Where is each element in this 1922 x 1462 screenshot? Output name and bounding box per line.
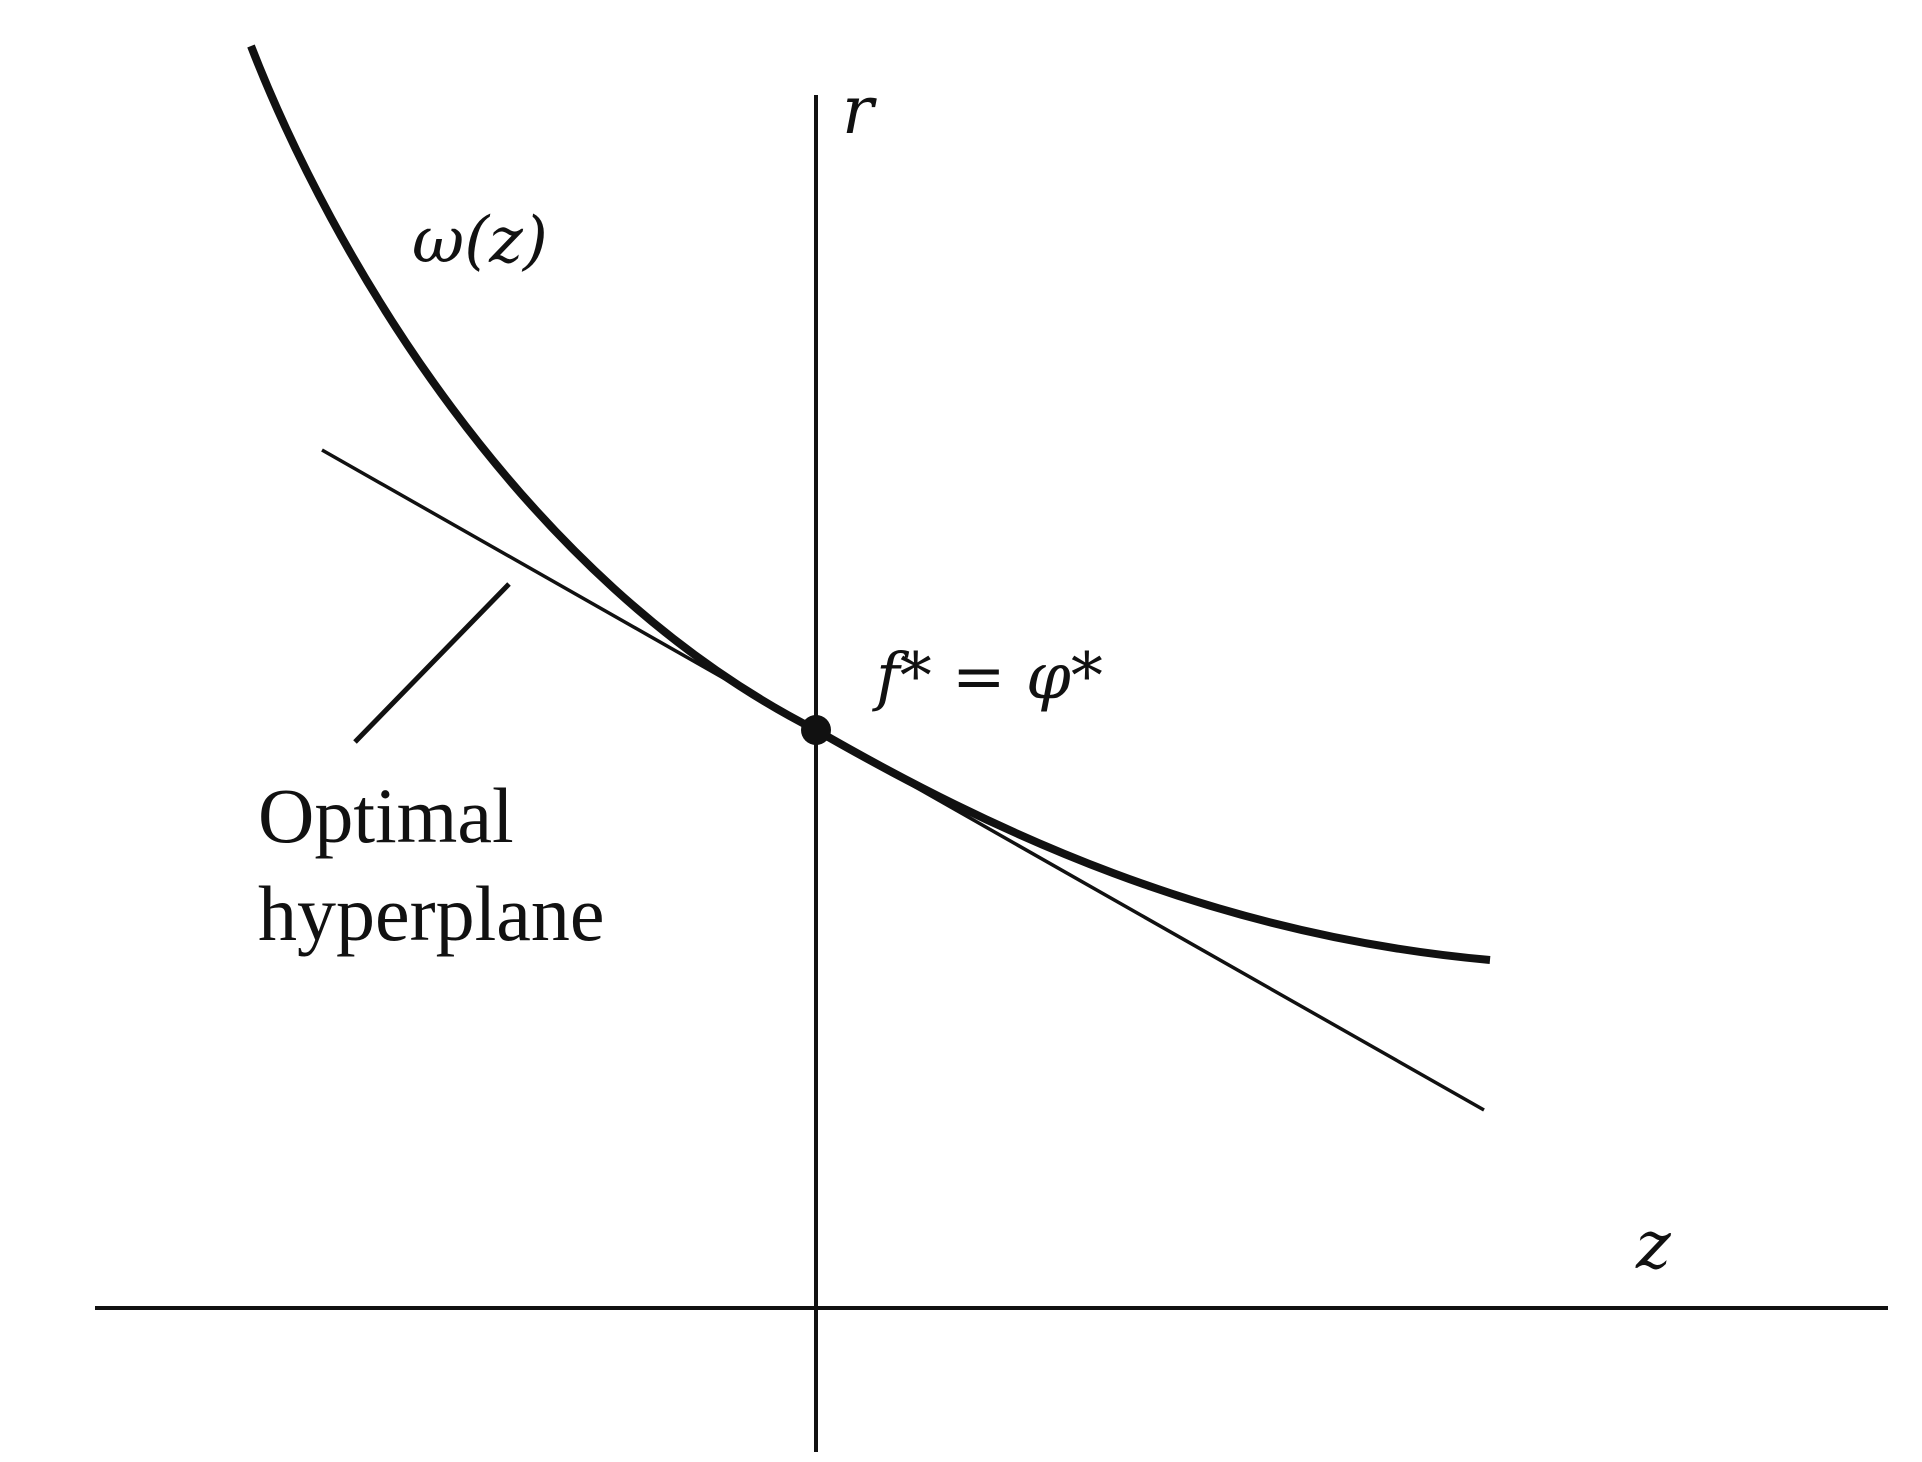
hyperplane-leader-line xyxy=(353,582,511,744)
r-axis-label: r xyxy=(842,72,877,149)
omega-curve xyxy=(247,44,1491,964)
optimal-value-label: f* = φ* xyxy=(872,640,1103,714)
omega-curve-label: ω(z) xyxy=(412,204,548,278)
z-axis-label: z xyxy=(1635,1207,1672,1284)
optimal-point-marker xyxy=(801,715,831,745)
hyperplane-label-line2: hyperplane xyxy=(258,870,605,957)
hyperplane-label-line1: Optimal xyxy=(258,772,514,859)
